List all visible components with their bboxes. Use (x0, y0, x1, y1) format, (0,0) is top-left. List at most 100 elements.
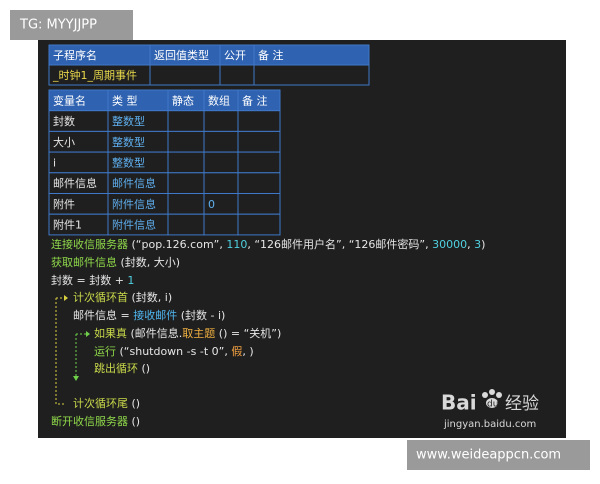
code-line: 跳出循环 () (94, 361, 150, 375)
table-cell (237, 130, 281, 153)
column-header: 子程序名 (53, 48, 97, 62)
code-line: 邮件信息 = 接收邮件 (封数 - i) (73, 308, 225, 322)
watermark-box (407, 440, 590, 470)
code-token: 110 (226, 238, 247, 251)
cell-text: 附件 (53, 197, 75, 211)
code-line: 连接收信服务器 (“pop.126.com”, 110, “126邮件用户名”,… (51, 237, 485, 251)
column-header: 返回值类型 (154, 48, 209, 62)
table-cell (237, 110, 281, 132)
table-cell (167, 213, 205, 236)
code-token: (封数, i) (128, 290, 172, 304)
arrow (64, 295, 68, 301)
column-header: 静态 (172, 93, 194, 107)
cell-text: 整数型 (112, 135, 145, 149)
watermark: TG: MYYJJPP (19, 18, 97, 33)
code-token: 接收邮件 (133, 308, 177, 322)
table-cell (237, 213, 281, 236)
table-cell (167, 193, 205, 215)
code-token: 封数 = 封数 + (51, 273, 127, 287)
table-cell (149, 64, 221, 86)
code-token: 假 (231, 344, 242, 358)
tables: 子程序名 返回值类型 公开备 注_时钟1_周期事件变量名类 型静态 数组备 注封数 整数… (48, 44, 370, 236)
code-token: 如果真 (94, 326, 127, 340)
code-token: 1 (127, 274, 134, 287)
code-line: 计次循环首 (封数, i) (73, 290, 172, 304)
column-header: 类 型 (112, 93, 138, 107)
cell-text: 整数型 (112, 155, 145, 169)
code-token: 计次循环首 (73, 290, 128, 304)
code-token: () (128, 415, 140, 428)
cell-text: 附件1 (53, 218, 82, 232)
code-token: 取主题 (182, 327, 215, 340)
code-token: 运行 (94, 345, 116, 358)
code-token: , ) (242, 345, 253, 358)
cell-text: _时钟1_周期事件 (52, 68, 137, 82)
watermark-box (10, 10, 133, 40)
code-token: (“pop.126.com”, (128, 238, 226, 251)
code-token: 断开收信服务器 (51, 414, 128, 428)
logo-text: 经验 (505, 394, 539, 414)
code-token: 连接收信服务器 (51, 237, 128, 251)
table-cell (167, 151, 205, 174)
logo-text: Bai (441, 391, 477, 415)
code-token: 获取邮件信息 (51, 255, 117, 269)
code-token: 邮件信息 = (73, 308, 133, 322)
cell-text: 邮件信息 (53, 176, 97, 190)
code-token: ) (481, 238, 485, 251)
table-cell (237, 172, 281, 195)
code-token: () = “关机”) (215, 326, 281, 340)
column-header: 变量名 (53, 93, 86, 107)
watermark: www.weideappcn.com (416, 448, 561, 463)
code-token: (封数 - i) (177, 308, 225, 322)
column-header: 备 注 (258, 48, 284, 62)
table-cell (167, 172, 205, 195)
column-header: 备 注 (242, 93, 268, 107)
cell-text: 附件信息 (112, 218, 156, 232)
logo-url: jingyan.baidu.com (443, 419, 536, 430)
table-cell (237, 193, 281, 215)
code-token: 计次循环尾 (73, 396, 128, 410)
code-token: () (128, 397, 140, 410)
table-cell (203, 172, 239, 195)
table-cell (203, 213, 239, 236)
table-cell (237, 151, 281, 174)
logo-text: du (487, 400, 498, 410)
code-token: , “126邮件用户名”, “126邮件密码”, (247, 237, 432, 251)
code-token: 跳出循环 (94, 361, 138, 375)
code-line: 计次循环尾 () (73, 396, 140, 410)
code-token: (“shutdown -s -t 0”, (116, 345, 231, 358)
column-header: 公开 (224, 49, 246, 62)
table-cell (167, 130, 205, 153)
table-cell (167, 110, 205, 132)
table-cell (219, 64, 255, 86)
code-line: 封数 = 封数 + 1 (51, 273, 134, 287)
code-token: (邮件信息. (127, 326, 182, 340)
code-token: 30000 (432, 238, 467, 251)
table-cell (48, 151, 109, 174)
code-token: (封数, 大小) (117, 255, 180, 269)
code: 连接收信服务器 (“pop.126.com”, 110, “126邮件用户名”,… (51, 237, 485, 428)
code-line: 运行 (“shutdown -s -t 0”, 假, ) (94, 344, 254, 358)
cell-text: i (53, 156, 56, 169)
arrow (86, 331, 90, 337)
arrow (73, 376, 79, 381)
cell-text: 0 (208, 198, 215, 211)
column-header: 数组 (208, 93, 230, 107)
code-line: 获取邮件信息 (封数, 大小) (51, 255, 180, 269)
table-cell (203, 110, 239, 132)
cell-text: 邮件信息 (112, 176, 156, 190)
table-cell (253, 64, 370, 86)
cell-text: 附件信息 (112, 197, 156, 211)
cell-text: 整数型 (112, 114, 145, 128)
code-token: , (467, 238, 474, 251)
baidu-logo: Bai du 经验 jingyan.baidu.com (441, 389, 539, 430)
cell-text: 封数 (53, 114, 75, 128)
table-cell (203, 130, 239, 153)
cell-text: 大小 (53, 135, 75, 149)
code-line: 如果真 (邮件信息.取主题 () = “关机”) (94, 326, 281, 340)
code-token: () (138, 362, 150, 375)
table-cell (203, 151, 239, 174)
code-token: 3 (474, 238, 481, 251)
